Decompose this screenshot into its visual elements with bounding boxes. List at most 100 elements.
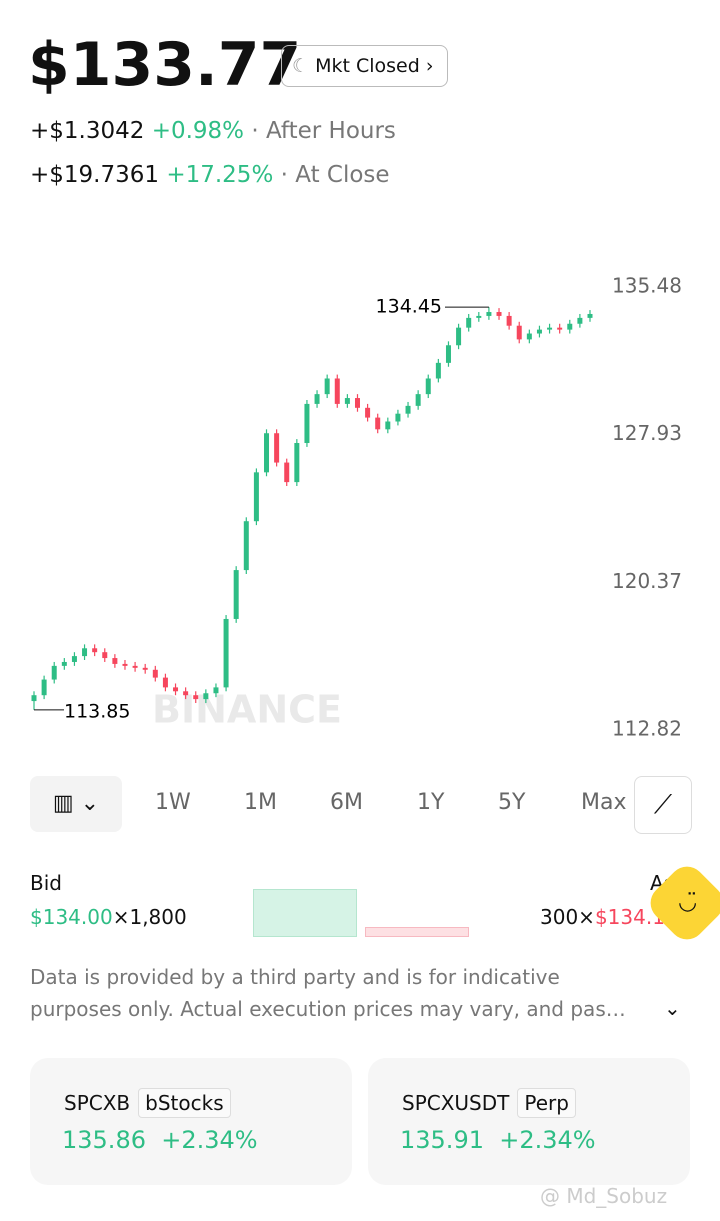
bid-price: $134.00 <box>30 905 113 929</box>
candle-body <box>61 661 67 666</box>
ask-size: 300× <box>540 905 595 929</box>
percent: +17.25% <box>166 162 274 188</box>
candle-body <box>425 378 431 395</box>
card-change: +2.34% <box>499 1126 596 1154</box>
candle-body <box>557 327 563 330</box>
candle-body <box>183 691 189 696</box>
candle-body <box>486 312 492 316</box>
candle-body <box>274 433 280 463</box>
candle-body <box>71 656 77 662</box>
y-tick-label: 120.37 <box>612 569 682 593</box>
low-marker-label: 113.85 <box>64 700 130 722</box>
candle-body <box>354 398 360 408</box>
disclaimer-line: Data is provided by a third party and is… <box>30 965 560 989</box>
assistant-face: ◡̈ <box>678 890 698 915</box>
range-tab[interactable]: 1W <box>155 790 191 815</box>
candle-body <box>577 317 583 324</box>
candle-body <box>294 443 300 483</box>
symbol: SPCXUSDT <box>402 1091 510 1115</box>
candle-body <box>526 333 532 340</box>
candle-body <box>162 677 168 688</box>
bid: $134.00×1,800 <box>30 905 187 929</box>
candle-body <box>122 663 128 666</box>
market-card[interactable]: SPCXB bStocks 135.86 +2.34% <box>30 1058 352 1185</box>
candle-body <box>223 618 229 688</box>
candle-body <box>435 362 441 379</box>
candle-body <box>324 378 330 395</box>
bid-size: ×1,800 <box>112 905 187 929</box>
range-tab[interactable]: 5Y <box>498 790 526 815</box>
candle-body <box>304 403 310 444</box>
y-tick-label: 135.48 <box>612 274 682 298</box>
price: $133.77 <box>28 30 302 100</box>
bid-bar <box>253 889 357 937</box>
high-marker-label: 134.45 <box>376 296 442 318</box>
candle-body <box>233 570 239 619</box>
market-status-button[interactable]: ☾ Mkt Closed › <box>281 45 449 87</box>
label: · After Hours <box>251 118 396 144</box>
candle-body <box>41 679 47 696</box>
disclaimer-line: purposes only. Actual execution prices m… <box>30 997 626 1021</box>
candle-body <box>334 378 340 404</box>
market-status: Mkt Closed <box>315 55 420 77</box>
candle-body <box>203 693 209 700</box>
candle-body <box>567 323 573 330</box>
candle-body <box>284 462 290 483</box>
candle-body <box>112 658 118 664</box>
candle-body <box>213 687 219 694</box>
range-tab[interactable]: Max <box>581 790 627 815</box>
range-tab[interactable]: 1M <box>244 790 277 815</box>
candle-body <box>132 665 138 668</box>
expand-button[interactable]: ⌄ <box>664 996 681 1020</box>
candle-body <box>253 472 259 522</box>
candle-body <box>314 394 320 404</box>
tag: bStocks <box>138 1088 231 1118</box>
change: +$1.3042 <box>30 118 145 144</box>
after-hours-row: +$1.3042 +0.98% · After Hours <box>30 118 396 144</box>
candle-body <box>243 521 249 571</box>
candle-body <box>496 312 502 316</box>
card-price: 135.86 <box>62 1126 146 1154</box>
indicator-button[interactable]: ⟋ <box>634 776 692 834</box>
candle-body <box>31 695 37 702</box>
candle-body <box>173 687 179 692</box>
candle-body <box>365 407 371 418</box>
candle-body <box>516 325 522 340</box>
candle-body <box>476 315 482 318</box>
candle-body <box>456 327 462 346</box>
candle-body <box>587 313 593 318</box>
candle-body <box>344 398 350 404</box>
candle-body <box>405 405 411 414</box>
at-close-row: +$19.7361 +17.25% · At Close <box>30 162 390 188</box>
watermark: BINANCE <box>152 688 342 732</box>
candle-body <box>152 669 158 678</box>
candle-body <box>193 695 199 700</box>
candle-body <box>375 417 381 430</box>
candle-body <box>415 394 421 406</box>
candle-body <box>92 648 98 653</box>
symbol: SPCXB <box>64 1091 131 1115</box>
candle-body <box>466 317 472 328</box>
label: · At Close <box>280 162 390 188</box>
change: +$19.7361 <box>30 162 160 188</box>
candle-body <box>395 413 401 422</box>
price-chart: BINANCE 135.48 127.93 120.37 112.82 134.45 11… <box>31 274 682 741</box>
ask: 300×$134.1 <box>540 905 665 929</box>
y-tick-label: 112.82 <box>612 717 682 741</box>
candle-body <box>82 648 88 657</box>
bid-label: Bid <box>30 871 62 895</box>
market-card[interactable]: SPCXUSDT Perp 135.91 +2.34% <box>368 1058 690 1185</box>
candle-body <box>51 665 57 680</box>
candle-body <box>547 327 553 330</box>
candle-body <box>102 652 108 659</box>
range-tab[interactable]: 1Y <box>417 790 445 815</box>
card-price: 135.91 <box>400 1126 484 1154</box>
card-change: +2.34% <box>161 1126 258 1154</box>
candle-body <box>264 433 270 473</box>
candle-body <box>445 345 451 363</box>
candle-body <box>142 667 148 670</box>
ask-bar <box>365 927 469 937</box>
percent: +0.98% <box>151 118 245 144</box>
chart-type-button[interactable]: ▥ ⌄ <box>30 776 122 832</box>
range-tab[interactable]: 6M <box>330 790 363 815</box>
